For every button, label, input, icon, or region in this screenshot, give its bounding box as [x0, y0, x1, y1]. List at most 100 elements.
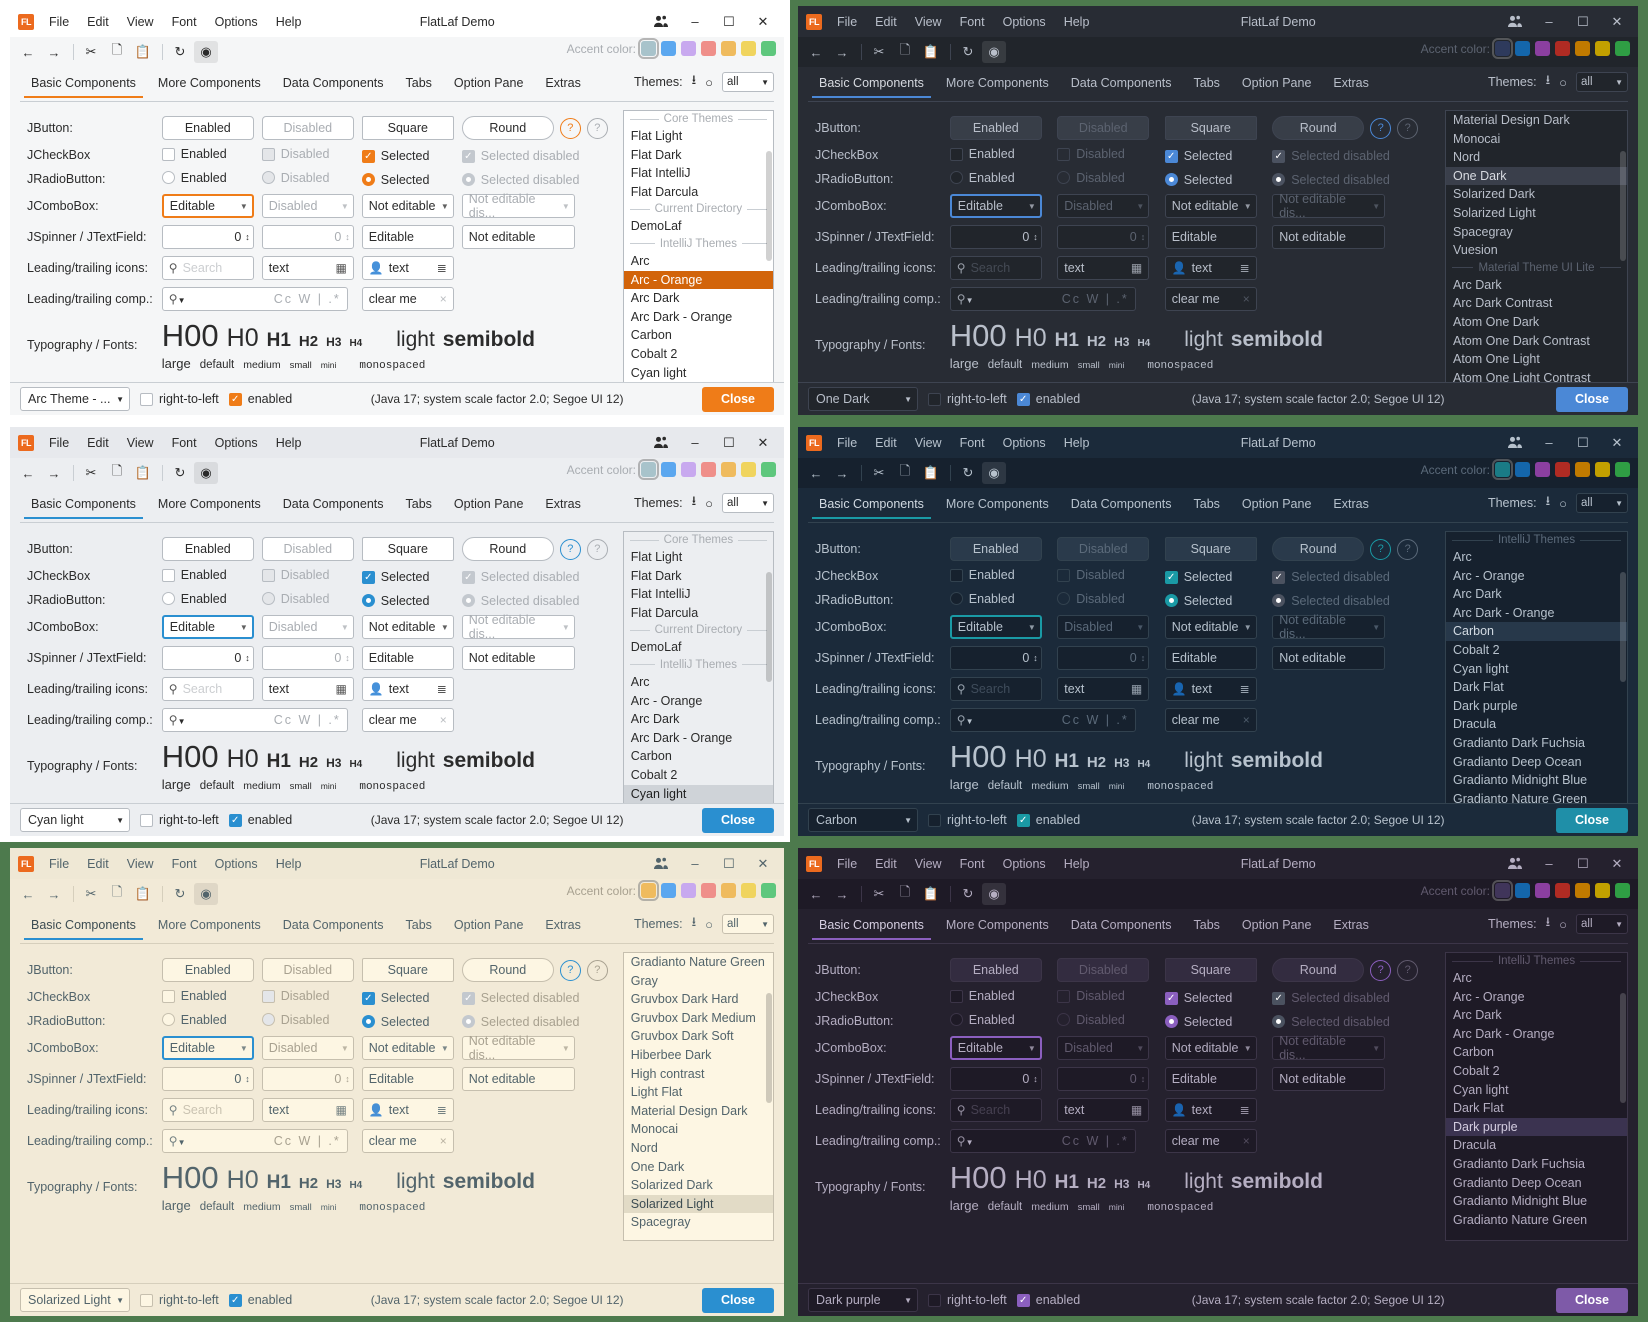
forward-arrow-icon[interactable]: →: [47, 44, 61, 60]
combobox-not-editable[interactable]: Not editable ▼: [1164, 615, 1257, 639]
theme-list-item[interactable]: Nord: [1453, 150, 1481, 165]
checkbox-icon[interactable]: [949, 568, 963, 582]
users-icon[interactable]: [1498, 430, 1532, 456]
menu-file[interactable]: File: [837, 435, 858, 450]
accent-swatch-1[interactable]: [1515, 41, 1530, 56]
accent-swatch-6[interactable]: [1615, 41, 1630, 56]
list-icon[interactable]: ≣: [436, 261, 447, 275]
menu-file[interactable]: File: [49, 435, 70, 450]
search-options-icons[interactable]: Cc W | .*: [1061, 292, 1129, 306]
forward-arrow-icon[interactable]: →: [835, 886, 849, 902]
checkbox-checked-icon[interactable]: ✓: [1016, 813, 1030, 827]
menu-edit[interactable]: Edit: [87, 435, 109, 450]
theme-list-item[interactable]: Cobalt 2: [630, 767, 678, 782]
themes-scrollbar[interactable]: [1620, 993, 1626, 1103]
themes-scrollbar[interactable]: [766, 572, 772, 682]
search-input[interactable]: ⚲ Search: [949, 256, 1042, 280]
copy-icon[interactable]: 🗋: [111, 463, 123, 478]
close-button[interactable]: ✕: [1611, 13, 1623, 29]
accent-swatch-6[interactable]: [761, 41, 776, 56]
tab-tabs[interactable]: Tabs: [1193, 76, 1220, 90]
tab-basic-components[interactable]: Basic Components: [20, 492, 147, 519]
close-dialog-button[interactable]: Close: [1556, 386, 1628, 412]
theme-list-item[interactable]: Gradianto Dark Fuchsia: [1453, 1156, 1586, 1171]
theme-list-item[interactable]: Gradianto Midnight Blue: [1453, 773, 1588, 788]
textfield-with-grid-icon[interactable]: text ▦: [261, 1098, 354, 1122]
theme-list-item[interactable]: Cyan light: [623, 784, 773, 804]
theme-selector[interactable]: Cyan light ▼: [20, 808, 130, 832]
themes-scrollbar[interactable]: [766, 993, 772, 1103]
radio-selected[interactable]: Selected: [361, 1015, 454, 1029]
theme-list-item[interactable]: Flat Light: [630, 129, 683, 143]
minimize-button[interactable]: –: [691, 856, 699, 871]
combobox-editable[interactable]: Editable ▼: [949, 1036, 1042, 1060]
spinner-enabled[interactable]: 0 ↕: [949, 646, 1042, 670]
tab-bar[interactable]: Basic Components More Components Data Comp…: [10, 67, 784, 98]
search-field-with-options[interactable]: ⚲▼ Cc W | .*: [161, 708, 348, 732]
search-options-icons[interactable]: Cc W | .*: [1061, 1134, 1129, 1148]
users-icon[interactable]: [644, 851, 678, 877]
search-field-with-options[interactable]: ⚲▼ Cc W | .*: [161, 1129, 348, 1153]
enabled-checkbox[interactable]: ✓ enabled: [1016, 813, 1080, 827]
checkbox-icon[interactable]: [928, 1293, 941, 1307]
right-to-left-checkbox[interactable]: right-to-left: [140, 1293, 219, 1307]
grid-icon[interactable]: ▦: [335, 1103, 347, 1117]
combobox-not-editable[interactable]: Not editable ▼: [361, 1036, 454, 1060]
search-icon[interactable]: ⚲: [956, 713, 966, 727]
textfield-editable[interactable]: Editable: [361, 1067, 454, 1091]
menu-help[interactable]: Help: [1063, 856, 1090, 871]
theme-list-item[interactable]: Gradianto Dark Fuchsia: [1453, 735, 1586, 750]
menu-edit[interactable]: Edit: [875, 435, 897, 450]
menu-file[interactable]: File: [49, 856, 70, 871]
theme-filter-select[interactable]: all ▼: [722, 493, 774, 513]
radio-checked-icon[interactable]: [1164, 173, 1178, 186]
textfield-with-user-icon[interactable]: 👤 text ≣: [1164, 256, 1257, 280]
checkbox-icon[interactable]: [140, 1293, 153, 1307]
close-button[interactable]: ✕: [1611, 855, 1623, 871]
jbutton-square[interactable]: Square: [361, 537, 454, 561]
theme-list-item[interactable]: Flat Dark: [630, 568, 682, 583]
accent-swatch-4[interactable]: [721, 883, 736, 898]
tab-tabs[interactable]: Tabs: [1193, 497, 1220, 511]
accent-swatch-2[interactable]: [1535, 41, 1550, 56]
radio-enabled[interactable]: Enabled: [949, 592, 1042, 606]
preview-icon[interactable]: ◉: [194, 41, 218, 63]
jbutton-square[interactable]: Square: [1164, 116, 1257, 140]
window-buttons[interactable]: – ☐ ✕: [1498, 430, 1634, 456]
accent-color-picker[interactable]: Accent color:: [1421, 38, 1630, 59]
search-input[interactable]: ⚲ Search: [161, 1098, 254, 1122]
checkbox-selected[interactable]: ✓ Selected: [361, 149, 454, 163]
jbutton-enabled[interactable]: Enabled: [161, 958, 254, 982]
textfield-with-grid-icon[interactable]: text ▦: [1057, 677, 1150, 701]
accent-swatch-6[interactable]: [761, 883, 776, 898]
radio-icon[interactable]: [949, 592, 963, 605]
tab-extras[interactable]: Extras: [545, 76, 581, 90]
theme-list-item[interactable]: Cobalt 2: [1453, 1063, 1500, 1078]
theme-list-item[interactable]: Flat IntelliJ: [630, 166, 691, 181]
checkbox-enabled[interactable]: Enabled: [161, 147, 254, 161]
checkbox-icon[interactable]: [949, 147, 963, 161]
tab-more-components[interactable]: More Components: [157, 497, 261, 511]
checkbox-icon[interactable]: [928, 813, 941, 827]
accent-swatch-2[interactable]: [681, 883, 696, 898]
spinner-enabled[interactable]: 0 ↕: [161, 225, 254, 249]
theme-list-item[interactable]: Cyan light: [630, 365, 687, 380]
copy-icon[interactable]: 🗋: [111, 884, 123, 899]
jbutton-enabled[interactable]: Enabled: [949, 537, 1042, 561]
theme-list-item[interactable]: Arc - Orange: [1453, 989, 1525, 1004]
theme-list-item[interactable]: Flat IntelliJ: [630, 587, 691, 602]
accent-swatch-5[interactable]: [1595, 462, 1610, 477]
search-icon[interactable]: ⚲: [168, 1134, 178, 1148]
tab-bar[interactable]: Basic Components More Components Data Comp…: [798, 909, 1638, 940]
theme-list-item[interactable]: Arc Dark - Orange: [630, 730, 733, 745]
checkbox-checked-icon[interactable]: ✓: [1164, 991, 1178, 1005]
menu-help[interactable]: Help: [1063, 14, 1090, 29]
list-icon[interactable]: ≣: [1239, 1103, 1250, 1117]
accent-swatch-3[interactable]: [1555, 883, 1570, 898]
jbutton-enabled[interactable]: Enabled: [949, 958, 1042, 982]
theme-filter-select[interactable]: all ▼: [1576, 914, 1628, 934]
github-icon[interactable]: ○: [1559, 495, 1567, 511]
list-icon[interactable]: ≣: [436, 1103, 447, 1117]
copy-icon[interactable]: 🗋: [899, 463, 911, 478]
right-to-left-checkbox[interactable]: right-to-left: [140, 813, 219, 827]
